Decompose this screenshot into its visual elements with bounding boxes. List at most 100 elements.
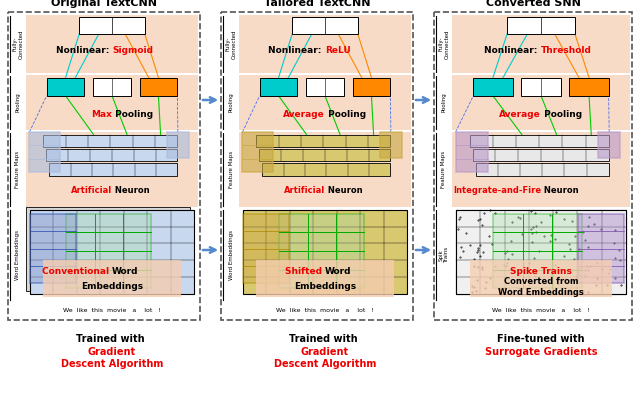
Text: Trained with: Trained with: [76, 334, 148, 344]
Bar: [452, 75, 630, 130]
Bar: [30, 210, 194, 294]
Text: Word: Word: [325, 267, 351, 275]
Bar: [260, 77, 298, 96]
Bar: [44, 135, 177, 147]
Text: Embeddings: Embeddings: [81, 282, 143, 291]
Bar: [292, 17, 358, 34]
Text: Pooling: Pooling: [541, 110, 582, 119]
Bar: [239, 75, 411, 130]
Text: We  like  this  movie   a    lot   !: We like this movie a lot !: [63, 308, 161, 312]
Bar: [47, 77, 84, 96]
Text: Max: Max: [91, 110, 112, 119]
Text: Converted SNN: Converted SNN: [486, 0, 580, 8]
Text: Descent Algorithm: Descent Algorithm: [61, 359, 163, 369]
Text: Threshold: Threshold: [541, 47, 592, 55]
Bar: [470, 135, 609, 147]
Bar: [8, 12, 200, 320]
Bar: [167, 132, 189, 158]
Text: Pooling: Pooling: [15, 92, 20, 112]
Bar: [46, 149, 177, 161]
Bar: [26, 132, 198, 207]
Text: Converted from
Word Embeddings: Converted from Word Embeddings: [498, 277, 584, 297]
Text: Fine-tuned with: Fine-tuned with: [497, 334, 585, 344]
Bar: [256, 135, 390, 147]
Text: Pooling: Pooling: [442, 92, 447, 112]
Text: Word Embeddings: Word Embeddings: [228, 230, 234, 280]
Bar: [29, 132, 60, 172]
Bar: [30, 214, 76, 283]
Text: We  like  this  movie   a    lot   !: We like this movie a lot !: [492, 308, 590, 312]
Bar: [239, 15, 411, 73]
Bar: [353, 77, 390, 96]
Bar: [243, 132, 273, 172]
Text: Gradient: Gradient: [88, 347, 136, 357]
Text: Feature Maps: Feature Maps: [228, 150, 234, 188]
Text: Nonlinear:: Nonlinear:: [56, 47, 112, 55]
Text: Conventional: Conventional: [42, 267, 112, 275]
Bar: [570, 77, 609, 96]
Text: Surrogate Gradients: Surrogate Gradients: [484, 347, 597, 357]
Bar: [243, 210, 407, 294]
Bar: [26, 75, 198, 130]
Text: Descent Algorithm: Descent Algorithm: [274, 359, 376, 369]
Bar: [306, 77, 344, 96]
Bar: [259, 149, 390, 161]
Bar: [239, 132, 411, 207]
Text: Artificial: Artificial: [71, 186, 112, 195]
Text: Spike Trains: Spike Trains: [510, 267, 572, 275]
Text: Spik
Trains: Spik Trains: [438, 247, 449, 263]
Bar: [380, 132, 402, 158]
Text: Fully-
Connected: Fully- Connected: [226, 29, 236, 58]
Bar: [473, 149, 609, 161]
Text: Gradient: Gradient: [301, 347, 349, 357]
Bar: [456, 210, 626, 294]
Bar: [434, 12, 632, 320]
Bar: [221, 12, 413, 320]
Text: Nonlinear:: Nonlinear:: [269, 47, 325, 55]
Bar: [26, 15, 198, 73]
Text: Neuron: Neuron: [541, 186, 579, 195]
Bar: [49, 163, 177, 175]
Bar: [93, 77, 131, 96]
Text: Sigmoid: Sigmoid: [112, 47, 153, 55]
Text: Average: Average: [499, 110, 541, 119]
Text: Original TextCNN: Original TextCNN: [51, 0, 157, 8]
Text: Shifted: Shifted: [285, 267, 325, 275]
Text: Word: Word: [112, 267, 138, 275]
Text: Nonlinear:: Nonlinear:: [484, 47, 541, 55]
Text: Tailored TextCNN: Tailored TextCNN: [264, 0, 371, 8]
Bar: [598, 132, 620, 158]
Bar: [243, 214, 289, 283]
Text: Feature Maps: Feature Maps: [442, 150, 447, 188]
Text: Feature Maps: Feature Maps: [15, 150, 20, 188]
Text: Artificial: Artificial: [284, 186, 325, 195]
Bar: [579, 214, 623, 283]
Bar: [256, 260, 394, 297]
Text: Pooling: Pooling: [112, 110, 153, 119]
Bar: [66, 214, 152, 288]
Bar: [522, 77, 561, 96]
Text: Integrate-and-Fire: Integrate-and-Fire: [453, 186, 541, 195]
Bar: [476, 163, 609, 175]
Bar: [507, 17, 575, 34]
Text: Neuron: Neuron: [112, 186, 150, 195]
Bar: [456, 132, 488, 172]
Text: ReLU: ReLU: [325, 47, 351, 55]
Text: We  like  this  movie   a    lot   !: We like this movie a lot !: [276, 308, 374, 312]
Text: Fully-
Connected: Fully- Connected: [438, 29, 449, 58]
Bar: [452, 15, 630, 73]
Bar: [474, 77, 513, 96]
Bar: [279, 214, 364, 288]
Bar: [470, 260, 612, 297]
Bar: [26, 207, 190, 291]
Text: Word Embeddings: Word Embeddings: [15, 230, 20, 280]
Bar: [30, 210, 194, 294]
Bar: [456, 210, 626, 294]
Text: Trained with: Trained with: [289, 334, 361, 344]
Bar: [493, 214, 582, 288]
Text: Embeddings: Embeddings: [294, 282, 356, 291]
Bar: [452, 132, 630, 207]
Bar: [140, 77, 177, 96]
Bar: [262, 163, 390, 175]
Text: Average: Average: [284, 110, 325, 119]
